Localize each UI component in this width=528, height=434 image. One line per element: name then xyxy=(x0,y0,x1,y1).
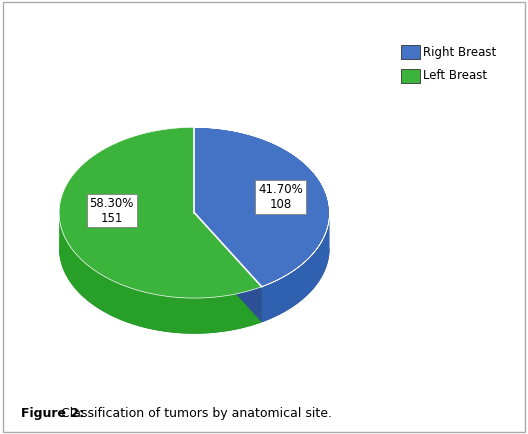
Polygon shape xyxy=(59,127,262,298)
Polygon shape xyxy=(59,213,262,334)
Text: 41.70%
108: 41.70% 108 xyxy=(258,183,303,211)
Text: Classification of tumors by anatomical site.: Classification of tumors by anatomical s… xyxy=(61,407,332,420)
Text: Right Breast: Right Breast xyxy=(423,46,496,59)
Polygon shape xyxy=(194,127,329,287)
Polygon shape xyxy=(59,248,262,334)
Polygon shape xyxy=(194,248,329,322)
Text: 58.30%
151: 58.30% 151 xyxy=(90,197,134,224)
Polygon shape xyxy=(262,213,329,322)
Text: Figure 2:: Figure 2: xyxy=(21,407,84,420)
Polygon shape xyxy=(194,213,262,322)
Text: Left Breast: Left Breast xyxy=(423,69,487,82)
